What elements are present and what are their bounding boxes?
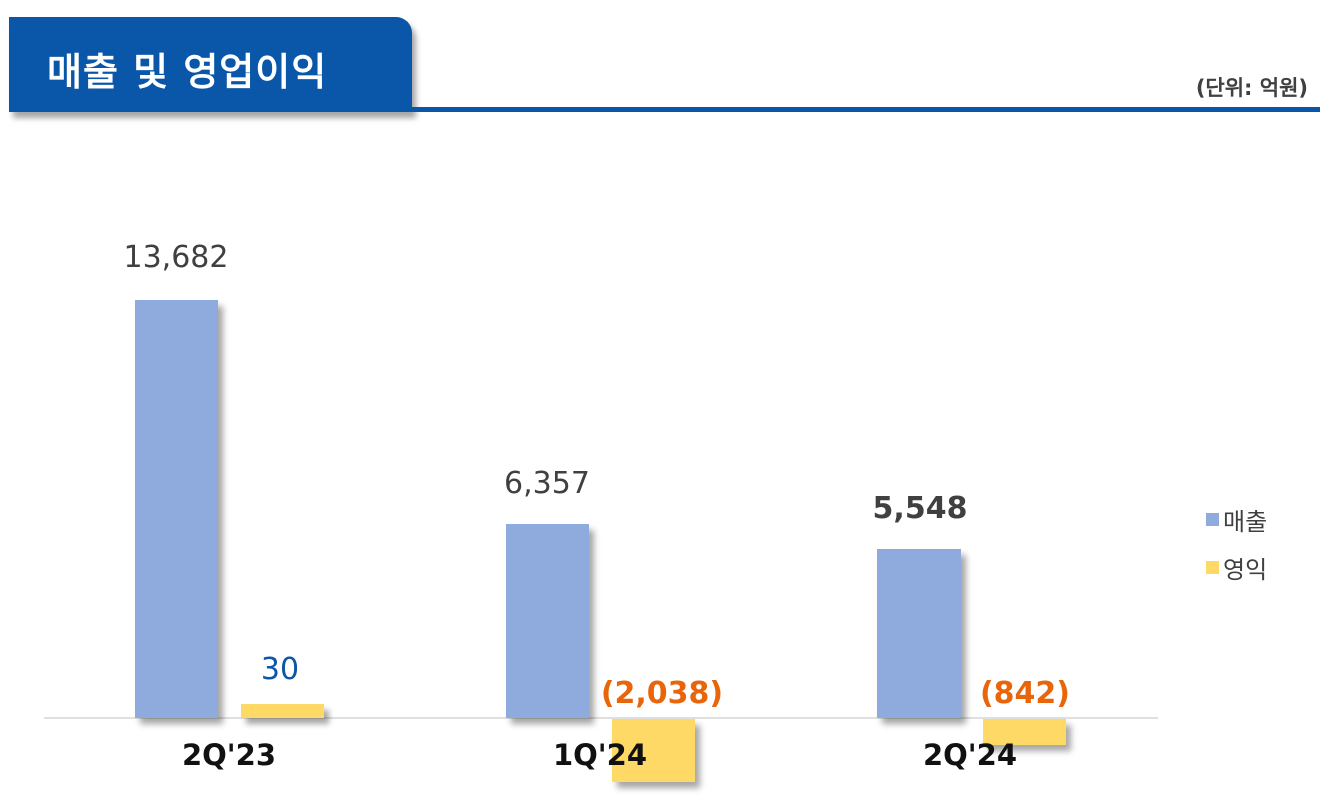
legend-item-op: 영익 xyxy=(1206,543,1267,591)
category-label: 2Q'23 xyxy=(181,738,277,772)
op-bar xyxy=(612,719,695,782)
op-value-label: (2,038) xyxy=(600,676,724,711)
revenue-bar xyxy=(877,549,961,718)
category-label: 2Q'24 xyxy=(922,738,1018,772)
op-value-label: (842) xyxy=(979,676,1071,711)
op-swatch-icon xyxy=(1206,560,1219,574)
revenue-bar xyxy=(135,300,218,718)
zero-axis-line xyxy=(44,717,1158,719)
revenue-value-label: 6,357 xyxy=(504,466,590,501)
revenue-bar xyxy=(506,524,589,718)
op-value-label: 30 xyxy=(260,652,300,687)
title-rule xyxy=(412,107,1320,112)
legend-label: 매출 xyxy=(1223,507,1268,536)
op-bar xyxy=(241,704,324,718)
page-title: 매출 및 영업이익 xyxy=(47,50,328,94)
title-banner: 매출 및 영업이익 xyxy=(9,17,412,112)
legend-item-revenue: 매출 xyxy=(1206,495,1267,543)
revenue-value-label: 5,548 xyxy=(872,491,968,526)
revenue-value-label: 13,682 xyxy=(123,240,229,275)
category-label: 1Q'24 xyxy=(552,738,648,772)
unit-label: (단위: 억원) xyxy=(1195,76,1308,100)
revenue-swatch-icon xyxy=(1206,512,1219,526)
op-bar xyxy=(983,719,1066,745)
legend: 매출 영익 xyxy=(1206,495,1267,591)
legend-label: 영익 xyxy=(1223,555,1268,584)
